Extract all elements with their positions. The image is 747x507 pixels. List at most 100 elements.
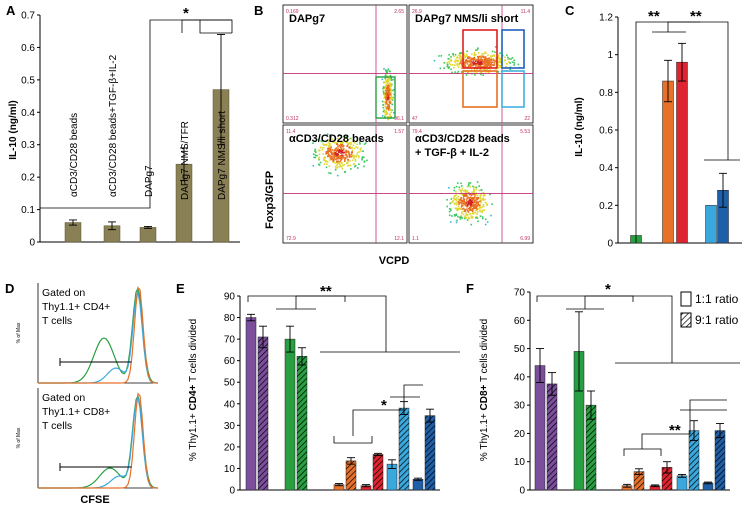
flow-dot — [475, 72, 478, 74]
flow-dot — [480, 54, 482, 57]
flow-dot — [482, 66, 485, 68]
flow-dot — [342, 156, 344, 159]
flow-dot — [491, 61, 494, 64]
flow-dot — [382, 87, 384, 90]
flow-dot — [467, 184, 470, 187]
flow-dot — [480, 201, 482, 204]
panel-c-brackets: ** ** — [635, 8, 740, 243]
flow-dot — [473, 190, 475, 193]
panel-b-ylabel: Foxp3/GFP — [264, 171, 276, 229]
flow-quadrant-value: 5.53 — [520, 129, 530, 135]
flow-dot — [467, 60, 470, 62]
flow-dot — [473, 187, 475, 189]
flow-dot — [456, 182, 459, 184]
panel-c-ytick-label: 0.6 — [599, 126, 613, 137]
flow-dot — [327, 146, 330, 148]
flow-dot — [505, 65, 507, 68]
flow-dot — [511, 61, 514, 63]
flow-dot — [460, 71, 463, 73]
flow-dot — [321, 149, 324, 151]
flow-dot — [339, 157, 342, 159]
flow-dot — [477, 201, 480, 203]
flow-dot — [318, 149, 320, 152]
flow-dot — [332, 141, 334, 143]
flow-dot — [345, 153, 347, 155]
flow-dot — [477, 197, 480, 200]
flow-dot — [335, 154, 338, 157]
flow-dot — [455, 194, 457, 197]
flow-dot — [446, 64, 449, 66]
flow-dot — [349, 147, 352, 149]
flow-dot — [455, 207, 457, 210]
flow-dot — [453, 64, 456, 66]
flow-dot — [481, 55, 484, 58]
flow-dot — [460, 182, 462, 185]
flow-dot — [334, 165, 337, 168]
flow-dot — [481, 216, 484, 218]
flow-dot — [476, 208, 478, 210]
flow-dot — [363, 161, 366, 163]
flow-dot — [381, 100, 384, 103]
flow-dot — [345, 136, 348, 138]
panel-e-bar-hatch — [297, 356, 307, 490]
flow-dot — [498, 61, 501, 63]
flow-quadrant-value: 79.4 — [412, 129, 422, 135]
panel-c: C IL-10 (ng/ml) 0 0.2 0.4 0.6 0.8 1 1.2 ** ** — [565, 3, 742, 250]
flow-dot — [384, 92, 387, 94]
flow-dot — [489, 63, 492, 66]
flow-dot — [491, 203, 493, 206]
flow-dot — [464, 210, 467, 212]
flow-dot — [388, 102, 391, 104]
flow-dot — [475, 202, 478, 205]
flow-dot — [450, 56, 452, 58]
flow-dot — [347, 158, 349, 161]
flow-dot — [354, 141, 356, 144]
flow-dot — [460, 56, 463, 59]
flow-dot — [468, 56, 471, 59]
panel-c-ytick-label: 1.2 — [599, 13, 613, 24]
flow-plot-frame — [282, 124, 408, 244]
flow-dot — [474, 204, 477, 206]
flow-dot — [353, 163, 355, 165]
flow-dot — [448, 57, 451, 60]
flow-dot — [471, 207, 474, 210]
flow-dot — [461, 187, 464, 190]
panel-e-ytick-label: 80 — [224, 313, 236, 324]
flow-dot — [362, 156, 365, 159]
flow-dot — [467, 183, 470, 186]
flow-dot — [322, 158, 325, 161]
flow-dot — [473, 56, 476, 59]
panel-e-ytick-label: 10 — [224, 464, 236, 475]
histogram-curve — [38, 286, 159, 384]
panel-a-category-label: αCD3/CD28 beads+TGF-β+IL-2 — [108, 54, 119, 197]
flow-dot — [388, 108, 390, 110]
flow-dot — [340, 162, 343, 165]
flow-dot — [466, 204, 469, 207]
flow-dot — [322, 144, 325, 146]
flow-dot — [470, 216, 473, 219]
flow-dot — [479, 209, 481, 212]
flow-dot — [472, 64, 474, 67]
flow-dot — [517, 63, 520, 66]
flow-dot — [339, 142, 342, 144]
flow-dot — [461, 194, 464, 196]
flow-dot — [488, 61, 490, 63]
flow-dot — [474, 74, 476, 76]
flow-dot — [478, 59, 481, 61]
flow-dot — [460, 198, 462, 201]
flow-dot — [341, 143, 344, 146]
flow-dot — [457, 195, 460, 198]
panel-c-bar — [662, 80, 674, 244]
flow-dot — [478, 206, 481, 208]
flow-dot — [334, 153, 337, 155]
flow-dot — [454, 71, 456, 73]
flow-dot — [316, 154, 318, 157]
flow-dot — [318, 164, 321, 166]
flow-dot — [463, 202, 465, 205]
flow-dot — [388, 87, 390, 90]
flow-dot — [495, 68, 497, 70]
flow-dot — [335, 155, 337, 158]
flow-dot — [391, 109, 393, 112]
flow-dot — [332, 154, 335, 156]
flow-dot — [389, 74, 392, 77]
